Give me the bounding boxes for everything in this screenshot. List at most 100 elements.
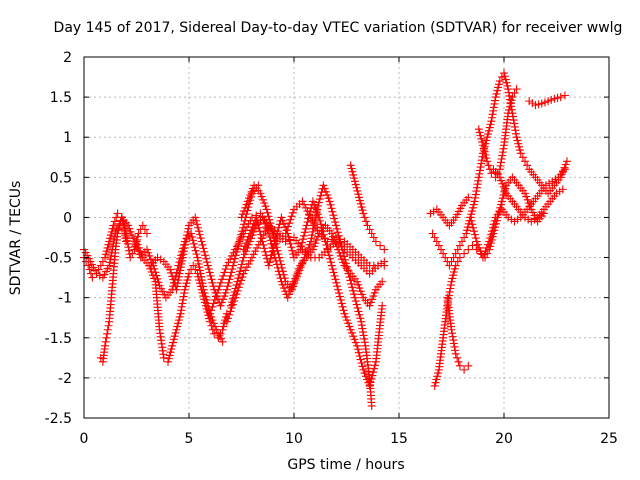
data-point <box>207 306 216 315</box>
data-point <box>338 302 347 311</box>
data-point <box>197 237 206 246</box>
data-point <box>370 364 379 373</box>
data-point <box>367 229 376 238</box>
data-point <box>332 224 341 233</box>
data-point <box>210 295 219 304</box>
data-point <box>491 173 500 182</box>
data-point <box>258 237 267 246</box>
data-point <box>353 303 362 312</box>
data-point <box>446 281 455 290</box>
x-tick-label: 0 <box>80 431 89 447</box>
data-point <box>447 325 456 334</box>
data-point <box>327 261 336 270</box>
data-point <box>471 234 480 243</box>
data-point <box>228 294 237 303</box>
data-point <box>470 197 479 206</box>
data-point <box>299 235 307 244</box>
data-point <box>432 237 441 246</box>
data-point <box>188 236 197 245</box>
data-point <box>92 269 101 278</box>
data-point <box>272 230 281 239</box>
data-point <box>437 245 445 254</box>
data-point <box>347 279 356 288</box>
data-point <box>464 245 473 254</box>
data-point <box>477 159 486 168</box>
data-point <box>226 271 235 280</box>
data-point <box>257 234 266 243</box>
data-point <box>369 233 378 242</box>
data-point <box>504 88 513 97</box>
data-point <box>101 337 110 346</box>
data-point <box>475 169 484 178</box>
data-point <box>192 250 201 259</box>
data-point <box>288 208 297 217</box>
y-tick-label: -1.5 <box>45 331 72 347</box>
data-point <box>204 265 213 274</box>
data-point <box>504 85 513 94</box>
data-point <box>265 215 274 224</box>
data-point <box>288 246 297 255</box>
data-point <box>222 317 231 326</box>
data-point <box>229 291 238 300</box>
y-tick-label: -2.5 <box>45 411 72 427</box>
data-point <box>428 229 437 238</box>
data-point <box>460 365 469 374</box>
data-point <box>237 260 246 269</box>
series-track <box>426 193 473 230</box>
data-point <box>556 93 565 102</box>
data-point <box>265 258 274 267</box>
data-point <box>176 309 185 318</box>
data-point <box>483 157 492 166</box>
data-point <box>189 239 198 248</box>
data-point <box>191 265 200 274</box>
data-point <box>208 302 217 311</box>
data-point <box>488 113 496 122</box>
series-track <box>525 91 569 110</box>
data-point <box>453 353 462 362</box>
x-tick-label: 5 <box>185 431 194 447</box>
data-point <box>455 253 464 262</box>
data-point <box>159 353 168 362</box>
data-point <box>485 237 494 246</box>
data-point <box>315 195 324 204</box>
data-point <box>445 287 454 296</box>
data-point <box>454 357 463 366</box>
data-point <box>84 261 93 270</box>
data-point <box>208 325 217 334</box>
data-point <box>253 216 262 225</box>
data-point <box>352 300 361 309</box>
data-point <box>98 257 107 266</box>
data-point <box>227 301 235 310</box>
data-point <box>357 321 366 330</box>
data-point <box>216 278 225 287</box>
data-point <box>201 251 210 260</box>
data-point <box>101 341 109 350</box>
data-point <box>180 289 189 298</box>
x-tick-label: 15 <box>390 431 408 447</box>
data-point <box>339 248 348 257</box>
data-point <box>285 219 294 228</box>
data-point <box>473 183 481 192</box>
data-point <box>259 240 268 249</box>
data-point <box>354 307 363 316</box>
data-point <box>188 232 196 241</box>
data-point <box>358 362 367 371</box>
series-track <box>239 197 387 390</box>
data-point <box>236 267 244 276</box>
data-point <box>122 232 131 241</box>
data-point <box>350 290 358 299</box>
data-point <box>263 208 272 217</box>
series-track <box>474 85 521 182</box>
data-point <box>326 200 335 209</box>
data-point <box>334 231 343 240</box>
data-point <box>378 301 387 310</box>
data-point <box>448 332 457 341</box>
data-point <box>297 242 306 251</box>
data-point <box>236 263 245 272</box>
data-point <box>275 253 284 262</box>
data-point <box>271 237 280 246</box>
data-point <box>451 349 460 358</box>
data-point <box>252 213 261 222</box>
data-point <box>332 278 341 287</box>
